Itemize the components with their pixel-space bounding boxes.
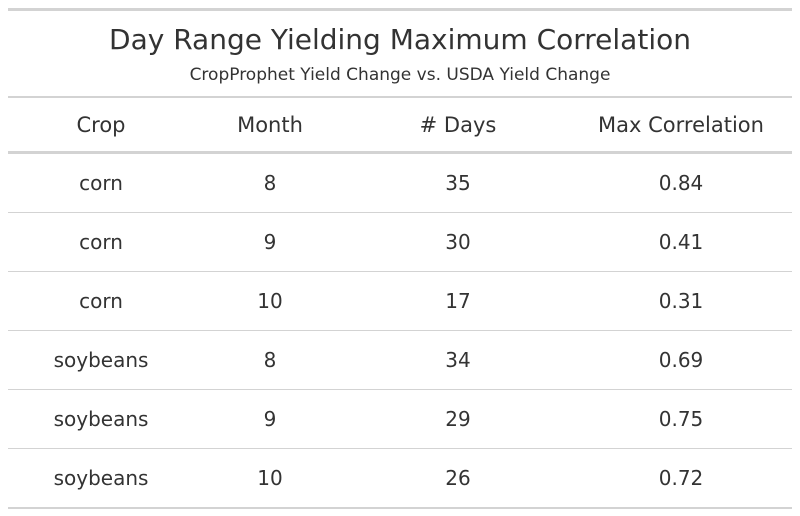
table-subtitle: CropProphet Yield Change vs. USDA Yield …: [189, 65, 611, 85]
cell-crop: corn: [8, 152, 194, 213]
cell-crop: corn: [8, 212, 194, 272]
cell-month: 10: [194, 448, 346, 509]
cell-max-correlation: 0.69: [570, 330, 792, 390]
data-table: Crop Month # Days Max Correlation corn 8…: [8, 98, 792, 509]
correlation-table: Day Range Yielding Maximum Correlation C…: [8, 8, 792, 509]
table-row: corn 10 17 0.31: [8, 271, 792, 331]
cell-month: 9: [194, 212, 346, 272]
column-header-row: Crop Month # Days Max Correlation: [8, 98, 792, 154]
cell-month: 9: [194, 389, 346, 449]
column-header-days: # Days: [346, 98, 570, 154]
cell-days: 30: [346, 212, 570, 272]
table-row: corn 9 30 0.41: [8, 212, 792, 272]
table-header: Day Range Yielding Maximum Correlation C…: [8, 11, 792, 98]
cell-crop: soybeans: [8, 389, 194, 449]
cell-max-correlation: 0.31: [570, 271, 792, 331]
cell-max-correlation: 0.41: [570, 212, 792, 272]
table-row: soybeans 8 34 0.69: [8, 330, 792, 390]
column-header-crop: Crop: [8, 98, 194, 154]
cell-max-correlation: 0.72: [570, 448, 792, 509]
table-row: soybeans 9 29 0.75: [8, 389, 792, 449]
cell-crop: corn: [8, 271, 194, 331]
cell-max-correlation: 0.75: [570, 389, 792, 449]
cell-crop: soybeans: [8, 330, 194, 390]
column-header-max-correlation: Max Correlation: [570, 98, 792, 154]
column-header-month: Month: [194, 98, 346, 154]
cell-days: 34: [346, 330, 570, 390]
table-title: Day Range Yielding Maximum Correlation: [109, 23, 691, 56]
cell-crop: soybeans: [8, 448, 194, 509]
cell-month: 10: [194, 271, 346, 331]
cell-days: 29: [346, 389, 570, 449]
table-row: soybeans 10 26 0.72: [8, 448, 792, 509]
cell-month: 8: [194, 330, 346, 390]
cell-days: 17: [346, 271, 570, 331]
cell-days: 26: [346, 448, 570, 509]
table-row: corn 8 35 0.84: [8, 152, 792, 213]
cell-max-correlation: 0.84: [570, 152, 792, 213]
cell-days: 35: [346, 152, 570, 213]
cell-month: 8: [194, 152, 346, 213]
